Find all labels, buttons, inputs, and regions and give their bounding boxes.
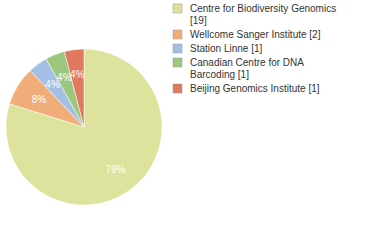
legend-label: Beijing Genomics Institute [1] <box>190 83 320 94</box>
data-label: 8% <box>32 94 47 105</box>
chart: 79%8%4%4%4%Centre for Biodiversity Genom… <box>0 0 380 240</box>
data-label: 4% <box>70 69 85 80</box>
legend-label: Centre for Biodiversity Genomics [19] <box>190 3 339 26</box>
legend-label: Wellcome Sanger Institute [2] <box>190 29 321 40</box>
pie-slice <box>64 49 84 127</box>
legend-swatch <box>173 58 182 67</box>
legend-swatch <box>173 4 182 13</box>
legend-label: Station Linne [1] <box>190 43 262 54</box>
pie <box>6 49 162 205</box>
legend-swatch <box>173 84 182 93</box>
pie-slice <box>6 49 162 205</box>
legend-label: Canadian Centre for DNA Barcoding [1] <box>190 57 306 80</box>
legend-swatch <box>173 30 182 39</box>
legend-swatch <box>173 44 182 53</box>
data-label: 79% <box>105 164 125 175</box>
legend: Centre for Biodiversity Genomics [19] Wel… <box>173 3 339 94</box>
